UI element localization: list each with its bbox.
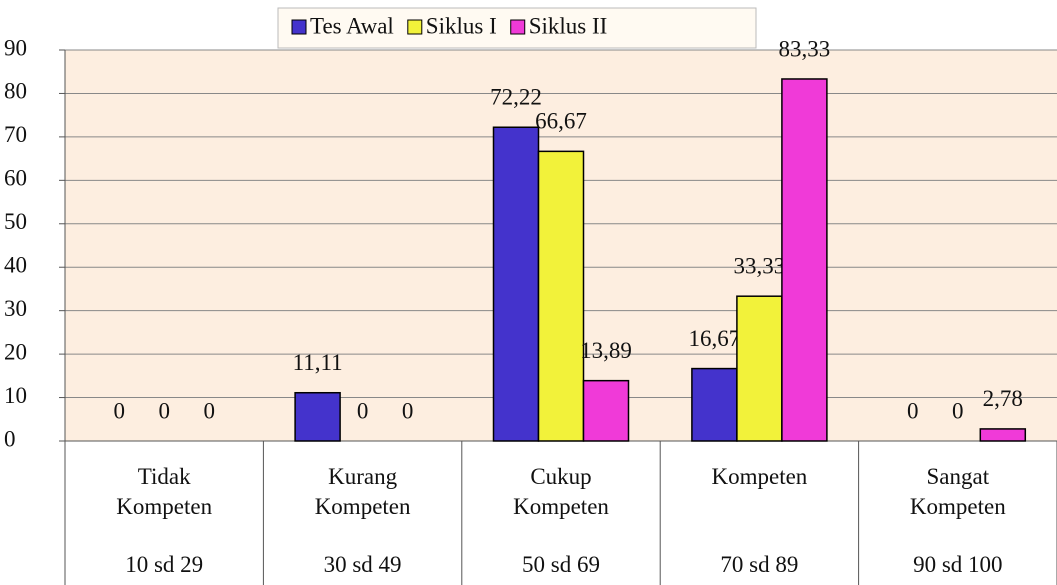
bar <box>781 78 828 442</box>
legend-label: Siklus II <box>529 13 608 38</box>
y-tick-label: 80 <box>4 79 27 104</box>
value-label: 66,67 <box>535 109 587 134</box>
value-label: 16,67 <box>689 326 741 351</box>
value-label: 2,78 <box>983 386 1023 411</box>
value-label: 72,22 <box>490 85 542 110</box>
x-range-label: 30 sd 49 <box>323 552 402 577</box>
x-range-label: 50 sd 69 <box>522 552 600 577</box>
value-label: 0 <box>907 398 919 423</box>
x-range-label: 70 sd 89 <box>720 552 799 577</box>
y-tick-label: 30 <box>4 296 27 321</box>
y-tick-label: 10 <box>4 383 27 408</box>
bar <box>979 428 1027 442</box>
bar <box>736 295 783 442</box>
bar <box>537 150 585 442</box>
x-tick-label: Kurang Kompeten <box>314 464 411 519</box>
y-tick-label: 50 <box>4 209 27 234</box>
x-tick-label: Sangat Kompeten <box>909 464 1006 519</box>
value-label: 0 <box>952 398 964 423</box>
value-label: 11,11 <box>293 350 343 375</box>
y-tick-label: 0 <box>4 426 16 451</box>
bar <box>294 391 341 442</box>
legend-label: Siklus I <box>426 13 497 38</box>
x-range-label: 90 sd 100 <box>913 552 1003 577</box>
x-range-label: 10 sd 29 <box>125 552 204 577</box>
value-label: 0 <box>402 398 414 423</box>
bar <box>492 126 540 442</box>
legend-marker <box>510 19 526 35</box>
y-tick-label: 70 <box>4 122 27 147</box>
value-label: 0 <box>357 398 369 423</box>
legend-label: Tes Awal <box>310 13 394 38</box>
y-tick-label: 40 <box>4 253 27 278</box>
x-tick-label: Cukup Kompeten <box>513 464 609 519</box>
value-label: 0 <box>158 398 170 423</box>
x-tick-label: Kompeten <box>711 464 808 489</box>
value-label: 0 <box>203 398 215 423</box>
value-label: 13,89 <box>580 338 632 363</box>
y-tick-label: 60 <box>4 166 27 191</box>
bar <box>582 379 630 442</box>
x-tick-label: Tidak Kompeten <box>116 464 213 519</box>
y-tick-label: 90 <box>4 35 27 60</box>
legend-marker <box>291 19 307 35</box>
y-tick-label: 20 <box>4 339 27 364</box>
bar <box>691 367 738 442</box>
legend-marker <box>407 19 423 35</box>
value-label: 83,33 <box>779 36 831 61</box>
value-label: 0 <box>113 398 125 423</box>
value-label: 33,33 <box>734 253 786 278</box>
